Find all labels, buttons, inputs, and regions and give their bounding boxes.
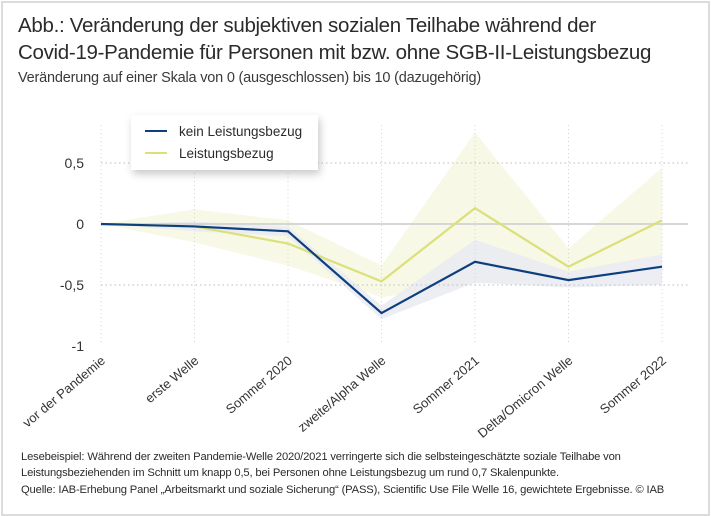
x-tick-label: Sommer 2020 <box>223 353 295 417</box>
y-tick-label: 0,5 <box>65 155 85 171</box>
confidence-bands <box>101 132 662 320</box>
legend-swatch-kein-leistungsbezug <box>145 130 167 132</box>
legend-label: kein Leistungsbezug <box>179 123 303 139</box>
figure-title-line-1: Abb.: Veränderung der subjektiven sozial… <box>18 14 596 37</box>
grid-lines <box>100 125 688 345</box>
figure-title-line-2: Covid-19-Pandemie für Personen mit bzw. … <box>18 41 652 64</box>
legend-label: Leistungsbezug <box>179 145 274 161</box>
y-axis-ticks: 0,5 0 -0,5 -1 <box>60 155 84 354</box>
y-tick-label: -1 <box>72 338 85 354</box>
source-note: Quelle: IAB-Erhebung Panel „Arbeitsmarkt… <box>21 484 665 496</box>
legend-swatch-leistungsbezug <box>145 152 167 154</box>
x-tick-label: Delta/Omicron Welle <box>475 353 576 441</box>
series-lines <box>100 206 663 315</box>
confidence-band-kein-leistungsbezug <box>101 221 662 320</box>
x-tick-label: erste Welle <box>142 353 201 406</box>
figure-subtitle: Veränderung auf einer Skala von 0 (ausge… <box>18 70 481 86</box>
y-tick-label: -0,5 <box>60 277 84 293</box>
y-tick-label: 0 <box>76 216 84 232</box>
x-tick-label: Sommer 2021 <box>410 353 482 417</box>
reading-example: Lesebeispiel: Während der zweiten Pandem… <box>21 451 621 479</box>
x-tick-label: vor der Pandemie <box>20 353 108 430</box>
legend-item-leistungsbezug[interactable]: Leistungsbezug <box>145 143 274 163</box>
figure-footer: Lesebeispiel: Während der zweiten Pandem… <box>21 449 701 498</box>
chart-legend: kein Leistungsbezug Leistungsbezug <box>131 115 318 170</box>
x-axis-ticks: vor der Pandemie erste Welle Sommer 2020 zw… <box>20 353 669 441</box>
x-tick-label: Sommer 2022 <box>597 353 669 417</box>
legend-item-kein-leistungsbezug[interactable]: kein Leistungsbezug <box>145 121 302 141</box>
x-tick-label: zweite/Alpha Welle <box>295 353 389 435</box>
figure-title: Abb.: Veränderung der subjektiven sozial… <box>18 12 698 66</box>
